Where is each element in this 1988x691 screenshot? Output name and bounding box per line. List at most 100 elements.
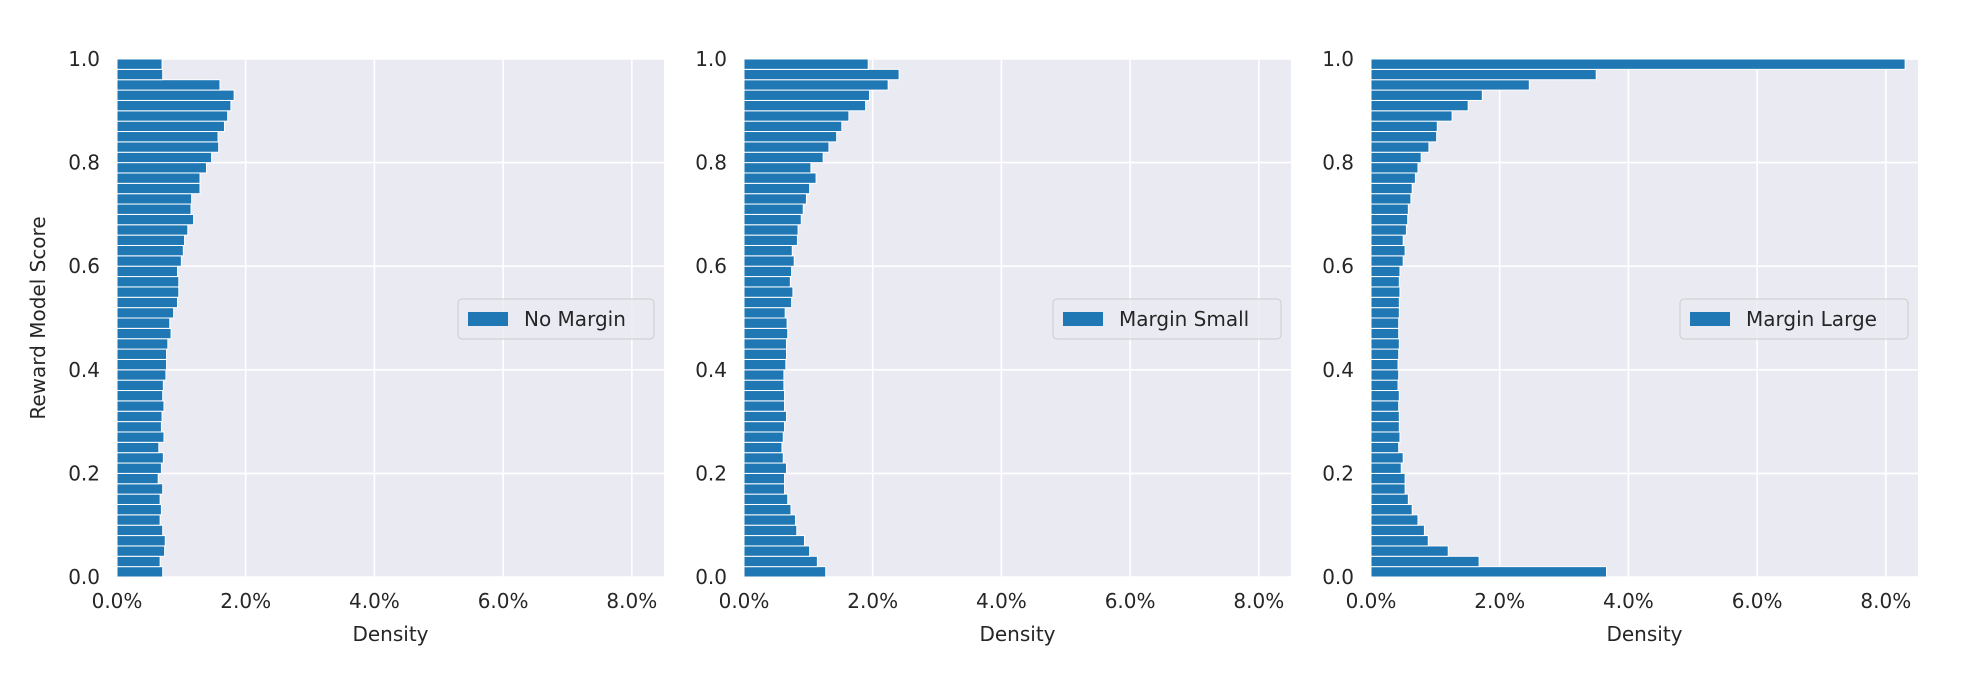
bar	[743, 317, 788, 329]
bar	[1370, 338, 1400, 350]
legend: No Margin	[457, 298, 655, 340]
y-tick-label: 1.0	[695, 47, 727, 71]
bar	[743, 514, 796, 526]
bar	[743, 452, 784, 464]
x-tick-label: 6.0%	[478, 589, 529, 613]
y-tick-label: 0.6	[68, 254, 100, 278]
bar	[1370, 89, 1483, 101]
bar	[116, 99, 232, 112]
bar	[1370, 317, 1400, 329]
bar	[116, 276, 180, 288]
bar	[116, 120, 225, 133]
legend: Margin Large	[1679, 298, 1909, 340]
y-tick-label: 0.4	[1322, 358, 1354, 382]
x-tick-label: 2.0%	[847, 589, 898, 613]
bar	[1370, 493, 1409, 505]
chart-panel-1: 0.0% 2.0% 4.0% 6.0% 8.0% 0.0 0.2 0.4 0.6 0.8 1.0 De…	[68, 47, 664, 646]
bar	[743, 369, 785, 381]
bar	[116, 141, 220, 153]
bar	[743, 410, 787, 423]
bar	[743, 234, 798, 246]
bar	[116, 89, 235, 101]
x-tick-label: 4.0%	[976, 589, 1027, 613]
bar	[743, 151, 824, 164]
bar	[1370, 555, 1480, 568]
bar	[743, 296, 793, 309]
bar	[1370, 172, 1416, 184]
bar	[1370, 120, 1438, 133]
legend-label: Margin Small	[1119, 307, 1249, 331]
bar	[116, 348, 168, 360]
bar	[743, 421, 786, 433]
bar	[743, 182, 811, 195]
bar	[743, 213, 802, 226]
y-tick-label: 0.8	[695, 151, 727, 175]
bar	[743, 244, 793, 257]
legend-box	[457, 298, 655, 340]
legend-swatch	[1690, 312, 1730, 326]
bar	[116, 379, 164, 392]
bar	[1370, 224, 1407, 236]
legend-box	[1679, 298, 1909, 340]
bar	[743, 566, 827, 578]
bar	[743, 307, 786, 319]
x-tick-label: 8.0%	[1860, 589, 1911, 613]
bar	[743, 348, 787, 360]
bar	[743, 172, 817, 184]
bar	[1370, 472, 1406, 485]
bar	[116, 172, 201, 184]
bar	[116, 503, 162, 516]
bar	[116, 224, 189, 236]
y-tick-label: 0.0	[695, 565, 727, 589]
bar	[1370, 524, 1425, 537]
bar	[116, 213, 195, 226]
bar	[743, 89, 870, 101]
bar	[1370, 379, 1399, 392]
bar	[116, 255, 182, 267]
bar	[116, 338, 169, 350]
y-tick-label: 0.6	[695, 254, 727, 278]
chart-panel-3: 0.0% 2.0% 4.0% 6.0% 8.0% 0.0 0.2 0.4 0.6 0.8 1.0 De…	[1322, 47, 1918, 646]
bar	[116, 441, 160, 454]
x-tick-label: 6.0%	[1105, 589, 1156, 613]
bar	[1370, 255, 1404, 267]
bar	[1370, 110, 1453, 122]
bar	[116, 203, 192, 215]
bar	[116, 58, 163, 70]
x-axis-label: Density	[352, 622, 428, 646]
bar	[743, 462, 787, 474]
bar	[743, 141, 830, 153]
bar	[116, 68, 164, 81]
bar	[743, 555, 818, 568]
bar	[116, 131, 219, 143]
x-tick-label: 6.0%	[1732, 589, 1783, 613]
bar	[743, 390, 786, 402]
bar	[743, 338, 787, 350]
bar	[743, 493, 789, 505]
bar	[743, 276, 791, 288]
y-tick-label: 0.4	[68, 358, 100, 382]
bar	[116, 524, 164, 537]
bar	[743, 524, 798, 537]
bar	[116, 79, 221, 91]
bar	[1370, 265, 1401, 278]
x-tick-label: 0.0%	[92, 589, 143, 613]
bar	[743, 483, 786, 495]
x-tick-label: 8.0%	[1233, 589, 1284, 613]
bar	[116, 472, 159, 485]
bar	[743, 224, 799, 236]
bar	[1370, 410, 1400, 423]
bar	[116, 566, 164, 578]
bar	[743, 503, 792, 516]
bar	[116, 535, 166, 547]
legend-swatch	[468, 312, 508, 326]
bar	[116, 369, 167, 381]
y-tick-label: 0.2	[695, 461, 727, 485]
bar	[1370, 68, 1597, 81]
legend-swatch	[1063, 312, 1103, 326]
bar	[1370, 193, 1412, 205]
bar	[1370, 390, 1400, 402]
bar	[1370, 141, 1430, 153]
bar	[116, 296, 178, 309]
y-tick-label: 0.0	[1322, 565, 1354, 589]
